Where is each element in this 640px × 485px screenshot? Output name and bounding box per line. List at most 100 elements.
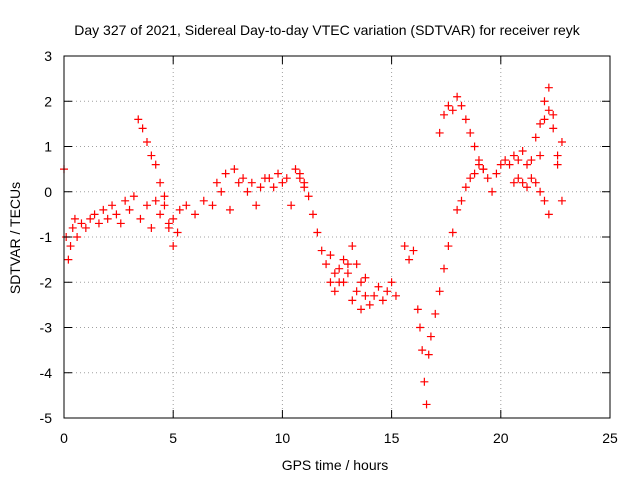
data-point — [374, 282, 383, 291]
data-series — [60, 165, 400, 314]
data-point — [225, 205, 234, 214]
y-tick-labels: -5 -4 -3 -2 -1 0 1 2 3 — [40, 48, 53, 426]
data-point — [330, 287, 339, 296]
data-point — [361, 273, 370, 282]
data-point — [169, 242, 178, 251]
data-point — [73, 233, 82, 241]
data-point — [348, 296, 357, 305]
data-point — [70, 214, 79, 223]
data-point — [151, 196, 160, 205]
data-point — [536, 187, 545, 196]
data-point — [553, 160, 562, 169]
data-point — [444, 242, 453, 251]
data-series — [435, 92, 488, 174]
data-point — [357, 278, 366, 287]
data-point — [142, 137, 151, 146]
data-point — [68, 223, 77, 232]
data-point — [116, 219, 125, 228]
data-point — [300, 178, 309, 187]
data-point — [147, 151, 156, 160]
x-tick-label: 20 — [493, 430, 509, 446]
y-tick-label: -3 — [40, 320, 53, 336]
data-point — [217, 187, 226, 196]
data-point — [483, 174, 492, 183]
data-point — [400, 242, 409, 251]
data-point — [134, 115, 143, 124]
grid-lines — [64, 56, 610, 418]
data-point — [169, 214, 178, 223]
data-point — [99, 205, 108, 214]
data-series — [212, 165, 309, 192]
data-point — [147, 223, 156, 232]
y-tick-label: 3 — [44, 48, 52, 64]
data-point — [208, 201, 217, 210]
y-tick-label: 1 — [44, 139, 52, 155]
data-point — [536, 151, 545, 160]
data-point — [313, 228, 322, 237]
y-axis-label: SDTVAR / TECUs — [7, 182, 23, 294]
data-point — [527, 156, 536, 165]
data-point — [112, 210, 121, 219]
data-point — [514, 174, 523, 183]
data-point — [466, 128, 475, 137]
data-point — [339, 255, 348, 264]
chart-title: Day 327 of 2021, Sidereal Day-to-day VTE… — [74, 22, 580, 38]
data-point — [431, 309, 440, 318]
data-point — [361, 291, 370, 300]
data-point — [531, 178, 540, 187]
data-point — [518, 147, 527, 156]
data-point — [175, 205, 184, 214]
data-point — [274, 169, 283, 178]
data-point — [343, 269, 352, 278]
data-point — [470, 169, 479, 178]
data-point — [282, 174, 291, 183]
data-point — [64, 255, 73, 264]
data-point — [230, 165, 239, 174]
data-point — [544, 210, 553, 219]
data-point — [457, 196, 466, 205]
data-points — [60, 83, 566, 409]
data-point — [129, 192, 138, 201]
data-point — [420, 377, 429, 386]
data-point — [108, 201, 117, 210]
data-series — [536, 83, 566, 205]
data-point — [378, 296, 387, 305]
data-point — [357, 305, 366, 314]
data-point — [496, 160, 505, 169]
data-point — [488, 187, 497, 196]
x-tick-labels: 0 5 10 15 20 25 — [60, 430, 618, 446]
data-point — [199, 196, 208, 205]
data-point — [138, 124, 147, 133]
data-point — [322, 260, 331, 269]
data-point — [103, 214, 112, 223]
data-point — [352, 287, 361, 296]
x-tick-label: 15 — [384, 430, 400, 446]
data-point — [531, 133, 540, 142]
data-point — [191, 210, 200, 219]
data-point — [413, 305, 422, 314]
y-tick-label: -2 — [40, 274, 53, 290]
data-point — [422, 400, 431, 409]
data-series — [400, 97, 566, 409]
data-point — [448, 106, 457, 115]
data-point — [466, 174, 475, 183]
data-point — [156, 178, 165, 187]
data-point — [557, 137, 566, 146]
data-point — [461, 183, 470, 192]
axis-ticks — [63, 55, 611, 419]
data-point — [151, 160, 160, 169]
data-point — [326, 278, 335, 287]
x-tick-label: 10 — [275, 430, 291, 446]
y-tick-label: -5 — [40, 410, 53, 426]
data-point — [474, 156, 483, 165]
data-point — [518, 178, 527, 187]
data-point — [405, 255, 414, 264]
y-tick-label: -1 — [40, 229, 53, 245]
data-point — [278, 178, 287, 187]
data-point — [426, 332, 435, 341]
data-point — [440, 110, 449, 119]
data-point — [252, 201, 261, 210]
data-point — [540, 115, 549, 124]
data-point — [77, 219, 86, 228]
